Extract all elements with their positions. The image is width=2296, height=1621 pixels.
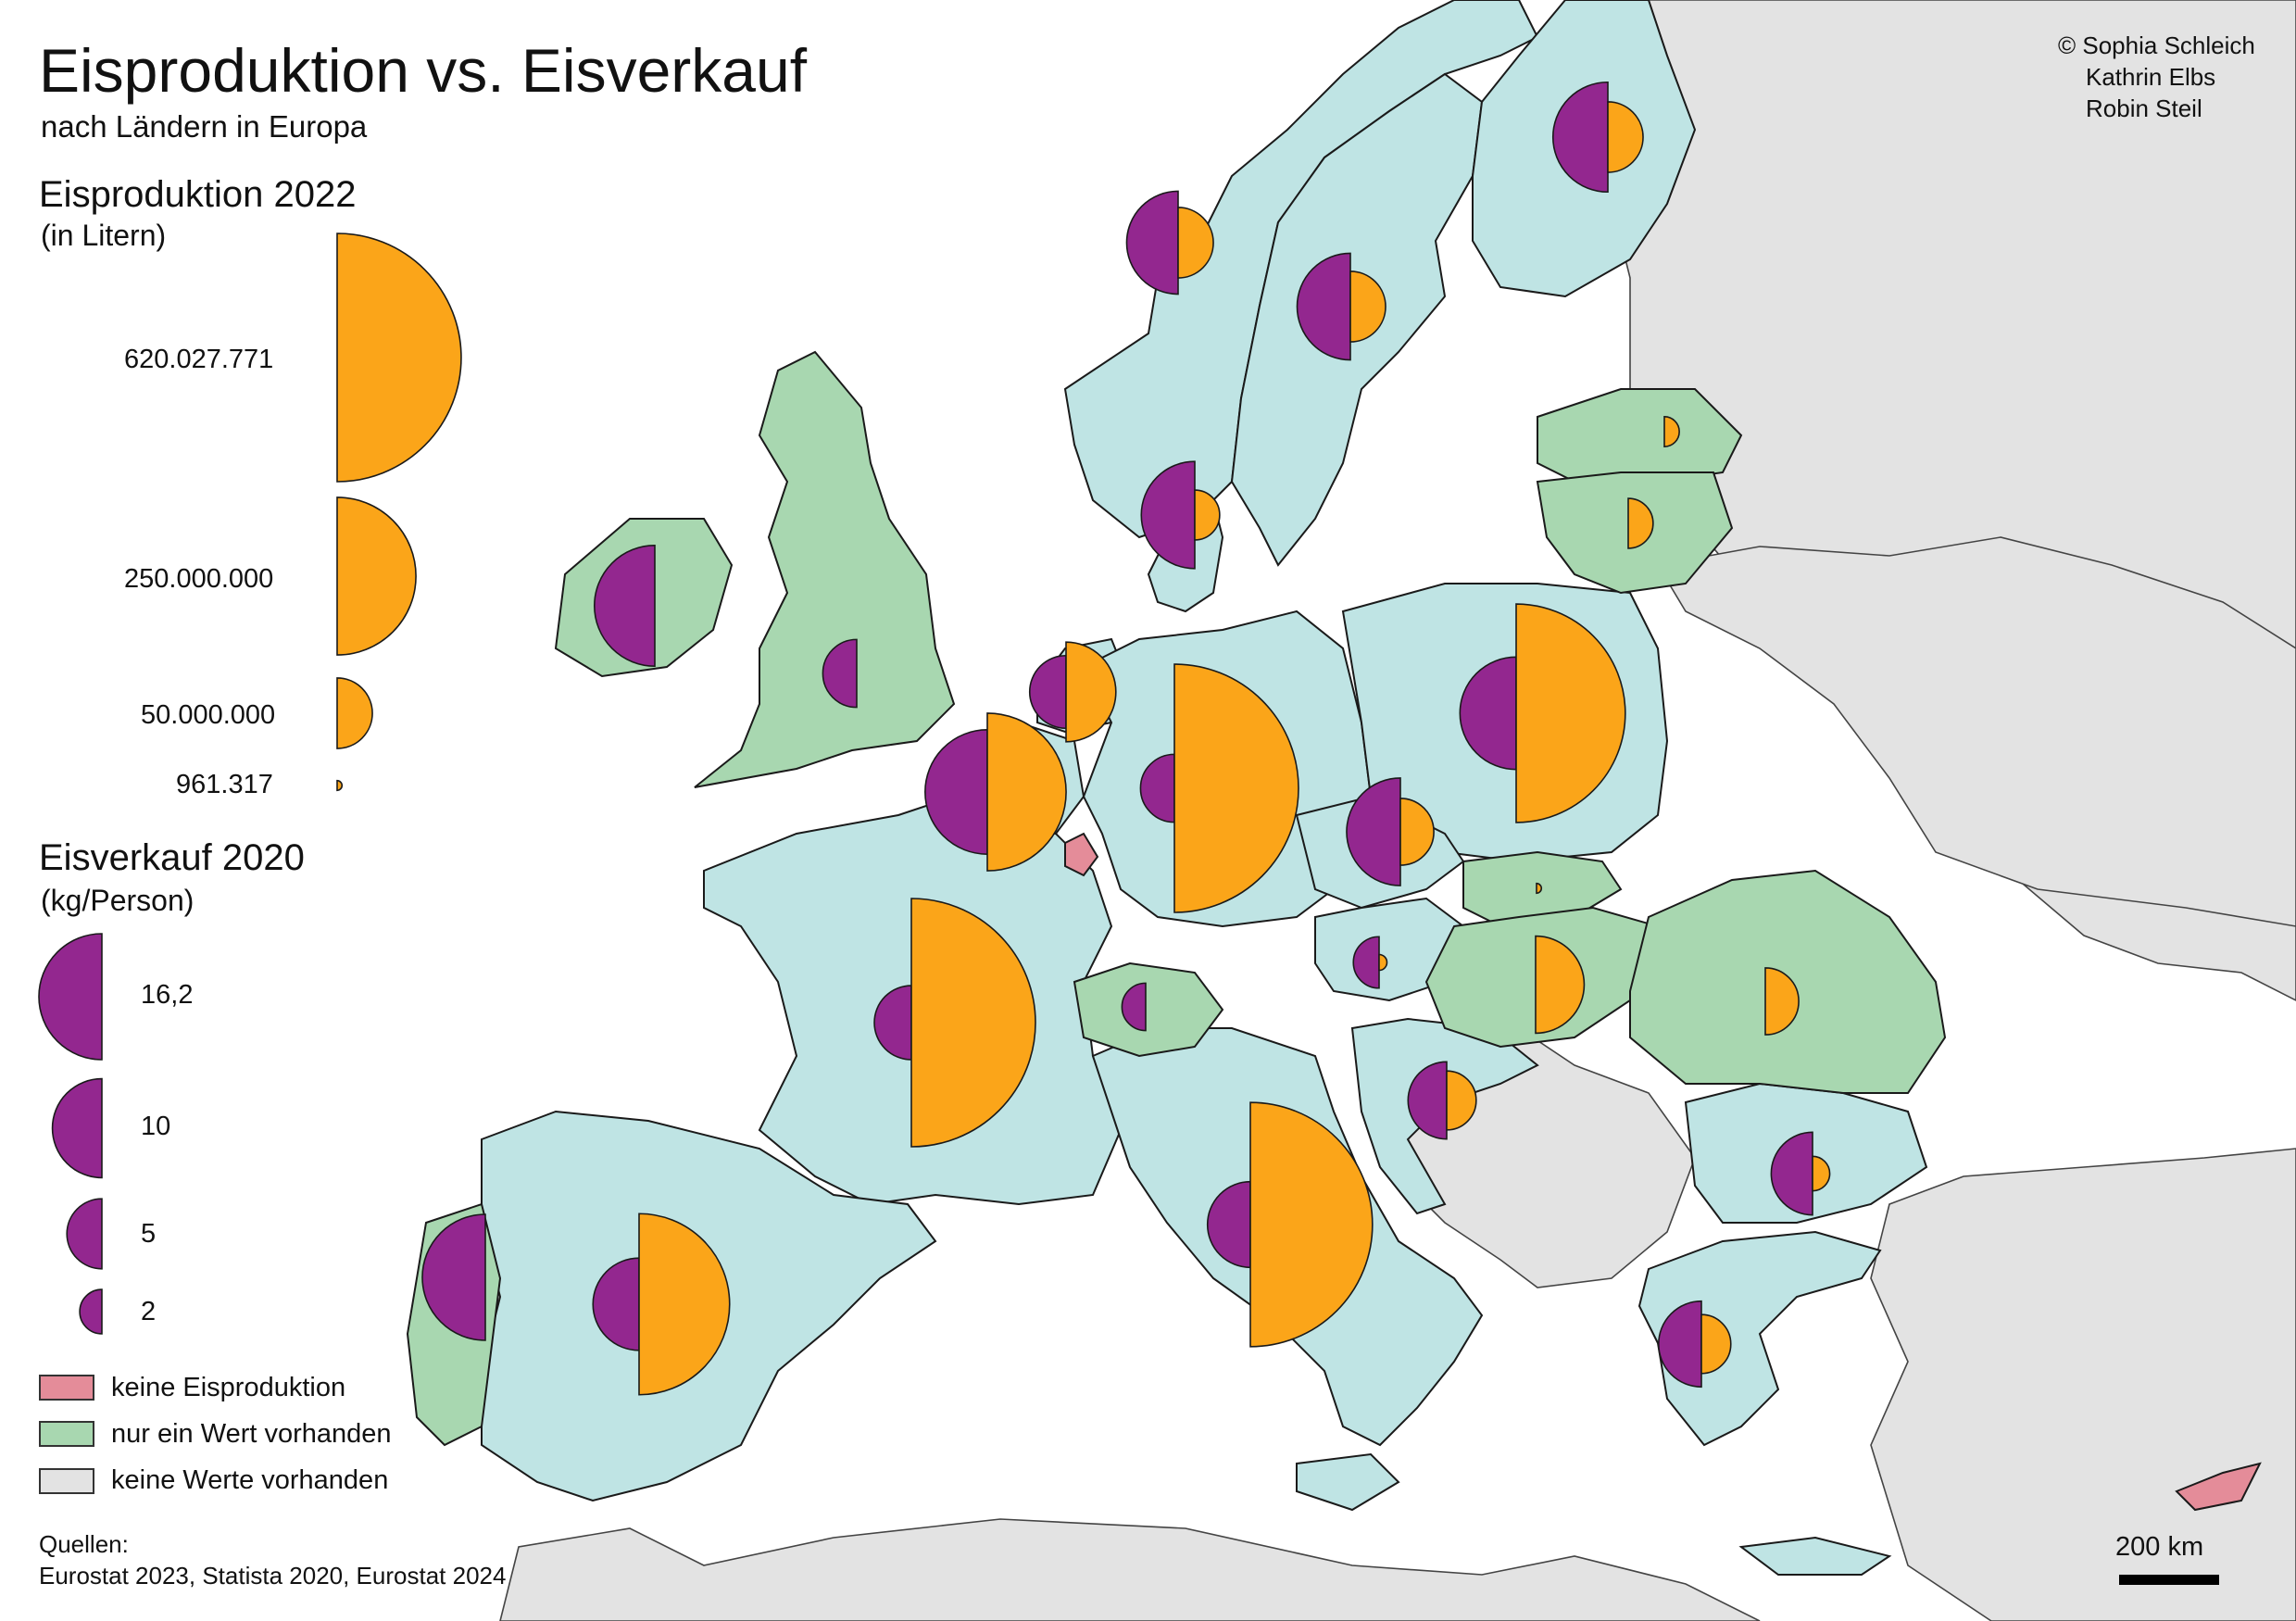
sales-legend-label-1: 16,2	[141, 980, 194, 1010]
sales-symbol-schweiz	[1121, 982, 1147, 1032]
country-cyprus	[2175, 1462, 2262, 1512]
sales-symbol-slowenien-kroatien	[1407, 1061, 1448, 1140]
production-symbol-dänemark	[1194, 489, 1221, 541]
production-legend-symbol-2	[336, 496, 417, 656]
country-ukraine	[1656, 536, 2296, 927]
production-legend-label-3: 50.000.000	[141, 700, 276, 730]
sales-legend-label-4: 2	[141, 1297, 157, 1326]
sales-symbol-niederlande	[1028, 654, 1067, 730]
production-symbol-lettland	[1663, 416, 1680, 447]
sales-symbol-frankreich	[873, 985, 912, 1061]
production-legend-symbols	[336, 232, 462, 792]
swatch-no-values	[39, 1468, 94, 1494]
sales-legend-symbol-4	[79, 1288, 103, 1335]
production-legend-label-2: 250.000.000	[124, 564, 274, 594]
sales-symbol-schweden	[1296, 252, 1351, 361]
sales-symbol-finnland	[1552, 81, 1609, 194]
production-symbol-norwegen	[1177, 207, 1214, 279]
production-symbol-litauen	[1627, 497, 1654, 549]
swatch-one-value	[39, 1421, 94, 1447]
production-legend-symbol-1	[336, 232, 462, 483]
sources-text: Eurostat 2023, Statista 2020, Eurostat 2…	[39, 1562, 507, 1590]
sales-symbol-portugal	[421, 1213, 486, 1341]
country-sicily	[1296, 1452, 1400, 1512]
production-legend-label-4: 961.317	[176, 770, 273, 799]
sales-symbol-österreich	[1352, 936, 1380, 989]
sales-legend-heading: Eisverkauf 2020	[39, 837, 305, 878]
production-symbol-niederlande	[1065, 641, 1117, 743]
production-symbol-finnland	[1607, 101, 1644, 173]
country-switzerland	[1073, 961, 1224, 1058]
production-legend-unit: (in Litern)	[41, 219, 167, 252]
production-symbol-deutschland	[1173, 663, 1299, 913]
production-symbol-spanien	[638, 1213, 731, 1396]
production-symbol-frankreich	[910, 898, 1036, 1148]
production-symbol-italien	[1249, 1101, 1374, 1348]
production-symbol-slowenien-kroatien	[1446, 1070, 1477, 1131]
credit-line-1: © Sophia Schleich	[2058, 31, 2255, 59]
sales-symbol-bulgarien	[1770, 1131, 1813, 1216]
sales-symbol-norwegen	[1125, 190, 1179, 295]
production-symbol-griechenland	[1700, 1313, 1732, 1375]
sales-legend-symbols	[38, 933, 103, 1335]
sales-legend-unit: (kg/Person)	[41, 884, 194, 917]
production-legend-symbol-3	[336, 677, 373, 749]
production-symbol-ungarn	[1535, 935, 1585, 1035]
category-no-values: keine Werte vorhanden	[111, 1465, 389, 1495]
country-north-africa	[499, 1518, 1761, 1621]
sales-symbol-dänemark	[1140, 460, 1196, 570]
credit-line-3: Robin Steil	[2086, 94, 2202, 122]
production-symbol-österreich	[1378, 953, 1388, 972]
sales-legend-symbol-2	[51, 1077, 103, 1179]
production-symbol-polen	[1515, 603, 1626, 823]
map-title: Eisproduktion vs. Eisverkauf	[39, 36, 808, 105]
sales-symbol-deutschland	[1139, 753, 1175, 823]
sales-symbol-spanien	[592, 1257, 640, 1351]
sales-legend-symbol-3	[66, 1198, 103, 1270]
no-production-countries	[1064, 832, 2262, 1512]
sales-symbol-polen	[1459, 656, 1517, 771]
production-symbol-schweden	[1349, 270, 1386, 343]
category-no-production: keine Eisproduktion	[111, 1373, 346, 1402]
sales-legend-label-2: 10	[141, 1112, 171, 1141]
production-symbol-tschechien	[1399, 798, 1435, 866]
country-luxembourg	[1064, 832, 1099, 877]
map-subtitle: nach Ländern in Europa	[41, 109, 368, 144]
country-latvia	[1537, 388, 1743, 483]
swatch-no-production	[39, 1375, 94, 1401]
sales-legend-label-3: 5	[141, 1219, 157, 1249]
production-legend-symbol-4	[336, 779, 343, 792]
production-legend-heading: Eisproduktion 2022	[39, 174, 357, 215]
sales-symbol-italien	[1206, 1180, 1251, 1269]
no-data-countries	[499, 0, 2296, 1621]
sales-symbol-irland	[594, 544, 656, 668]
credit-line-2: Kathrin Elbs	[2086, 63, 2216, 91]
production-symbol-belgien	[986, 712, 1067, 872]
production-symbol-slowakei	[1536, 882, 1542, 895]
sales-legend-symbol-1	[38, 933, 103, 1061]
scale-bar-label: 200 km	[2115, 1532, 2204, 1562]
sales-symbol-griechenland	[1657, 1300, 1702, 1389]
sales-symbol-tschechien	[1346, 777, 1401, 886]
country-uk	[694, 350, 956, 788]
symbol-layer	[421, 81, 1831, 1396]
production-symbol-rumänien	[1764, 967, 1800, 1036]
country-turkey	[1870, 1148, 2296, 1621]
sales-symbol-vereinigtes-königreich	[822, 638, 858, 709]
production-symbol-bulgarien	[1812, 1155, 1831, 1192]
sources-heading: Quellen:	[39, 1530, 129, 1558]
scale-bar-line	[2119, 1575, 2219, 1585]
sales-symbol-belgien	[924, 729, 988, 855]
country-crete	[1738, 1536, 1892, 1576]
production-legend-label-1: 620.027.771	[124, 345, 274, 374]
category-one-value: nur ein Wert vorhanden	[111, 1419, 392, 1449]
